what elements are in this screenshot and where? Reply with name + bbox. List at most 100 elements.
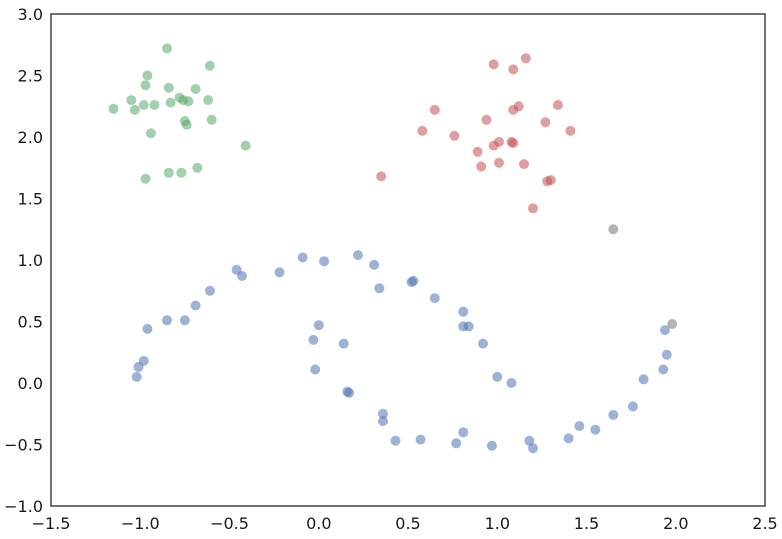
data-point xyxy=(344,387,355,398)
data-point xyxy=(204,285,215,296)
data-point xyxy=(131,371,142,382)
data-point xyxy=(463,321,474,332)
data-point xyxy=(140,173,151,184)
x-tick-label: −1.0 xyxy=(121,514,160,533)
y-tick-label: 2.5 xyxy=(18,67,43,86)
data-point xyxy=(494,157,504,168)
data-point xyxy=(142,70,153,81)
data-point xyxy=(524,435,535,446)
data-point xyxy=(274,267,285,278)
data-point xyxy=(149,100,160,110)
data-point xyxy=(506,378,517,388)
plot-frame xyxy=(50,13,766,507)
x-axis-ticks: −1.5 −1.0 −0.5 0.0 0.5 1.0 1.5 2.0 2.5 xyxy=(32,514,778,533)
data-point xyxy=(638,374,649,385)
data-point xyxy=(183,96,194,107)
data-point xyxy=(627,401,638,412)
x-tick-label: −0.5 xyxy=(210,514,249,533)
data-point xyxy=(667,319,678,329)
plot-area xyxy=(51,14,765,506)
data-point xyxy=(297,252,308,263)
data-point xyxy=(206,114,217,125)
data-point xyxy=(374,283,385,294)
data-point xyxy=(353,250,363,261)
data-point xyxy=(429,104,440,115)
data-point xyxy=(519,159,529,170)
data-point xyxy=(458,306,469,317)
y-axis-ticks: −1.0 −0.5 0.0 0.5 1.0 1.5 2.0 2.5 3.0 xyxy=(4,5,43,516)
data-point xyxy=(660,325,670,336)
data-point xyxy=(338,338,349,349)
data-point xyxy=(508,138,519,149)
data-point xyxy=(528,443,538,454)
data-point xyxy=(319,256,330,267)
data-point xyxy=(417,125,428,136)
data-point xyxy=(590,424,601,435)
x-tick-label: 2.5 xyxy=(752,514,777,533)
y-tick-label: 2.0 xyxy=(18,128,43,147)
data-point xyxy=(574,421,585,432)
y-tick-label: −1.0 xyxy=(4,497,43,516)
data-point xyxy=(204,60,215,71)
y-tick-label: 0.0 xyxy=(18,374,43,393)
x-tick-label: 0.0 xyxy=(306,514,331,533)
data-point xyxy=(390,435,401,446)
data-point xyxy=(190,84,201,94)
data-point xyxy=(563,433,574,444)
y-tick-label: −0.5 xyxy=(4,436,43,455)
data-point xyxy=(146,128,156,139)
x-tick-label: 0.5 xyxy=(395,514,420,533)
data-point xyxy=(203,95,214,106)
data-point xyxy=(138,100,149,110)
data-point xyxy=(478,338,488,349)
x-tick-label: −1.5 xyxy=(32,514,71,533)
points-layer xyxy=(108,43,678,454)
data-point xyxy=(488,59,499,70)
data-point xyxy=(108,103,119,114)
data-point xyxy=(165,97,176,108)
x-tick-label: 2.0 xyxy=(663,514,688,533)
data-point xyxy=(545,175,556,186)
data-point xyxy=(481,114,492,125)
data-point xyxy=(237,271,247,281)
data-point xyxy=(486,440,497,451)
data-point xyxy=(129,104,140,115)
data-point xyxy=(142,323,153,334)
data-point xyxy=(513,101,524,112)
y-tick-label: 1.0 xyxy=(18,251,43,270)
data-point xyxy=(494,136,504,147)
data-point xyxy=(565,125,576,136)
y-tick-label: 3.0 xyxy=(18,5,43,24)
data-point xyxy=(492,371,503,382)
data-point xyxy=(308,334,319,345)
data-point xyxy=(190,300,201,311)
data-point xyxy=(415,434,426,445)
data-point xyxy=(472,146,483,157)
y-tick-label: 1.5 xyxy=(18,190,43,209)
data-point xyxy=(508,64,519,75)
data-point xyxy=(608,224,619,235)
data-point xyxy=(458,427,469,438)
data-point xyxy=(240,140,251,151)
data-point xyxy=(163,82,174,93)
data-point xyxy=(376,171,387,182)
data-point xyxy=(313,320,324,331)
data-point xyxy=(451,438,462,449)
data-point xyxy=(528,203,538,214)
data-point xyxy=(661,349,672,360)
data-point xyxy=(378,408,388,419)
data-point xyxy=(476,161,487,172)
data-point xyxy=(140,80,151,91)
x-tick-label: 1.0 xyxy=(485,514,510,533)
data-point xyxy=(162,315,172,326)
data-point xyxy=(310,364,321,375)
data-point xyxy=(540,117,551,128)
data-point xyxy=(552,100,563,110)
data-point xyxy=(192,162,203,173)
x-tick-label: 1.5 xyxy=(574,514,599,533)
data-point xyxy=(429,293,440,304)
data-point xyxy=(179,315,190,326)
data-point xyxy=(408,275,419,286)
data-point xyxy=(520,53,531,64)
